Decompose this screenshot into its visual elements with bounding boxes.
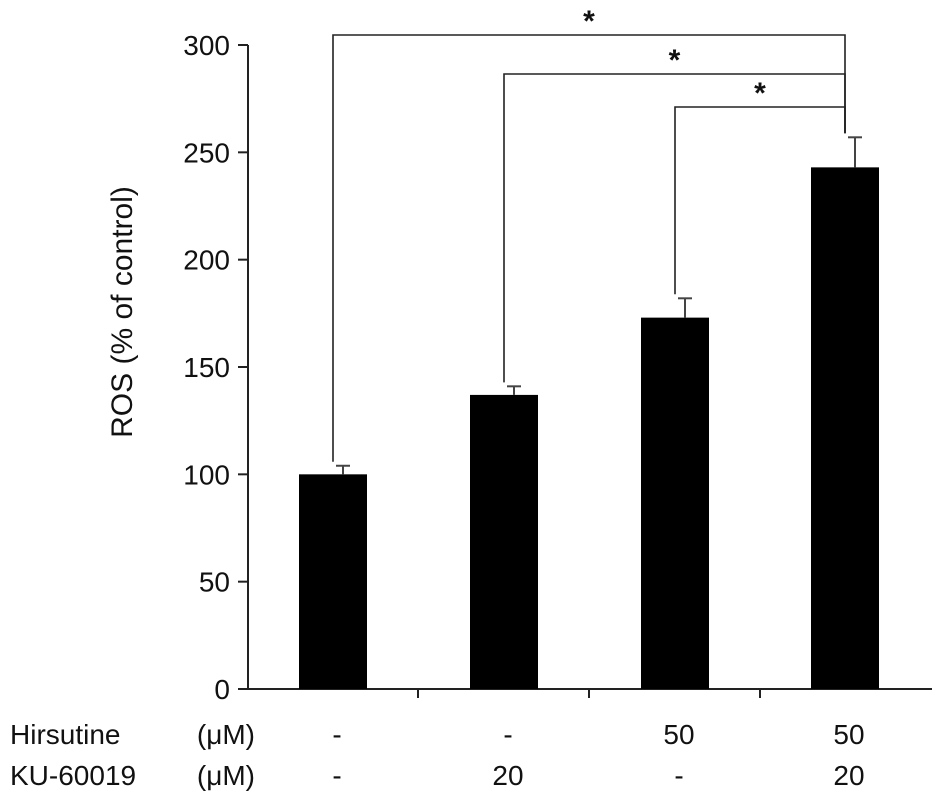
bar <box>811 167 879 690</box>
y-tick-label: 300 <box>183 30 230 61</box>
y-tick-label: 100 <box>183 459 230 490</box>
bar <box>470 394 538 689</box>
significance-bracket <box>332 34 846 462</box>
treatment-value: 20 <box>833 760 864 791</box>
y-tick-label: 200 <box>183 245 230 276</box>
significance-star: * <box>583 5 595 38</box>
treatment-value: 50 <box>663 719 694 750</box>
treatment-name: KU-60019 <box>10 760 136 791</box>
treatment-value: - <box>503 719 512 750</box>
treatment-value: 50 <box>833 719 864 750</box>
bar <box>299 474 367 689</box>
bars <box>299 136 879 690</box>
treatment-unit: (μM) <box>197 719 255 750</box>
treatment-value: - <box>332 760 341 791</box>
significance-bracket <box>674 106 846 295</box>
y-tick-label: 250 <box>183 137 230 168</box>
y-tick-label: 150 <box>183 352 230 383</box>
y-axis-title: ROS (% of control) <box>106 186 139 438</box>
y-tick-label: 50 <box>199 567 230 598</box>
treatment-value: - <box>674 760 683 791</box>
treatment-unit: (μM) <box>197 760 255 791</box>
treatment-rows: Hirsutine (μM) - - 50 50 KU-60019 (μM) - 20 - 20 <box>10 719 865 791</box>
significance-bracket <box>503 73 846 383</box>
significance-brackets: * * * <box>332 5 846 462</box>
treatment-value: 20 <box>492 760 523 791</box>
significance-star: * <box>754 77 766 110</box>
bar <box>641 317 709 689</box>
treatment-name: Hirsutine <box>10 719 120 750</box>
significance-star: * <box>669 44 681 77</box>
treatment-value: - <box>332 719 341 750</box>
y-tick-label: 0 <box>214 674 230 705</box>
